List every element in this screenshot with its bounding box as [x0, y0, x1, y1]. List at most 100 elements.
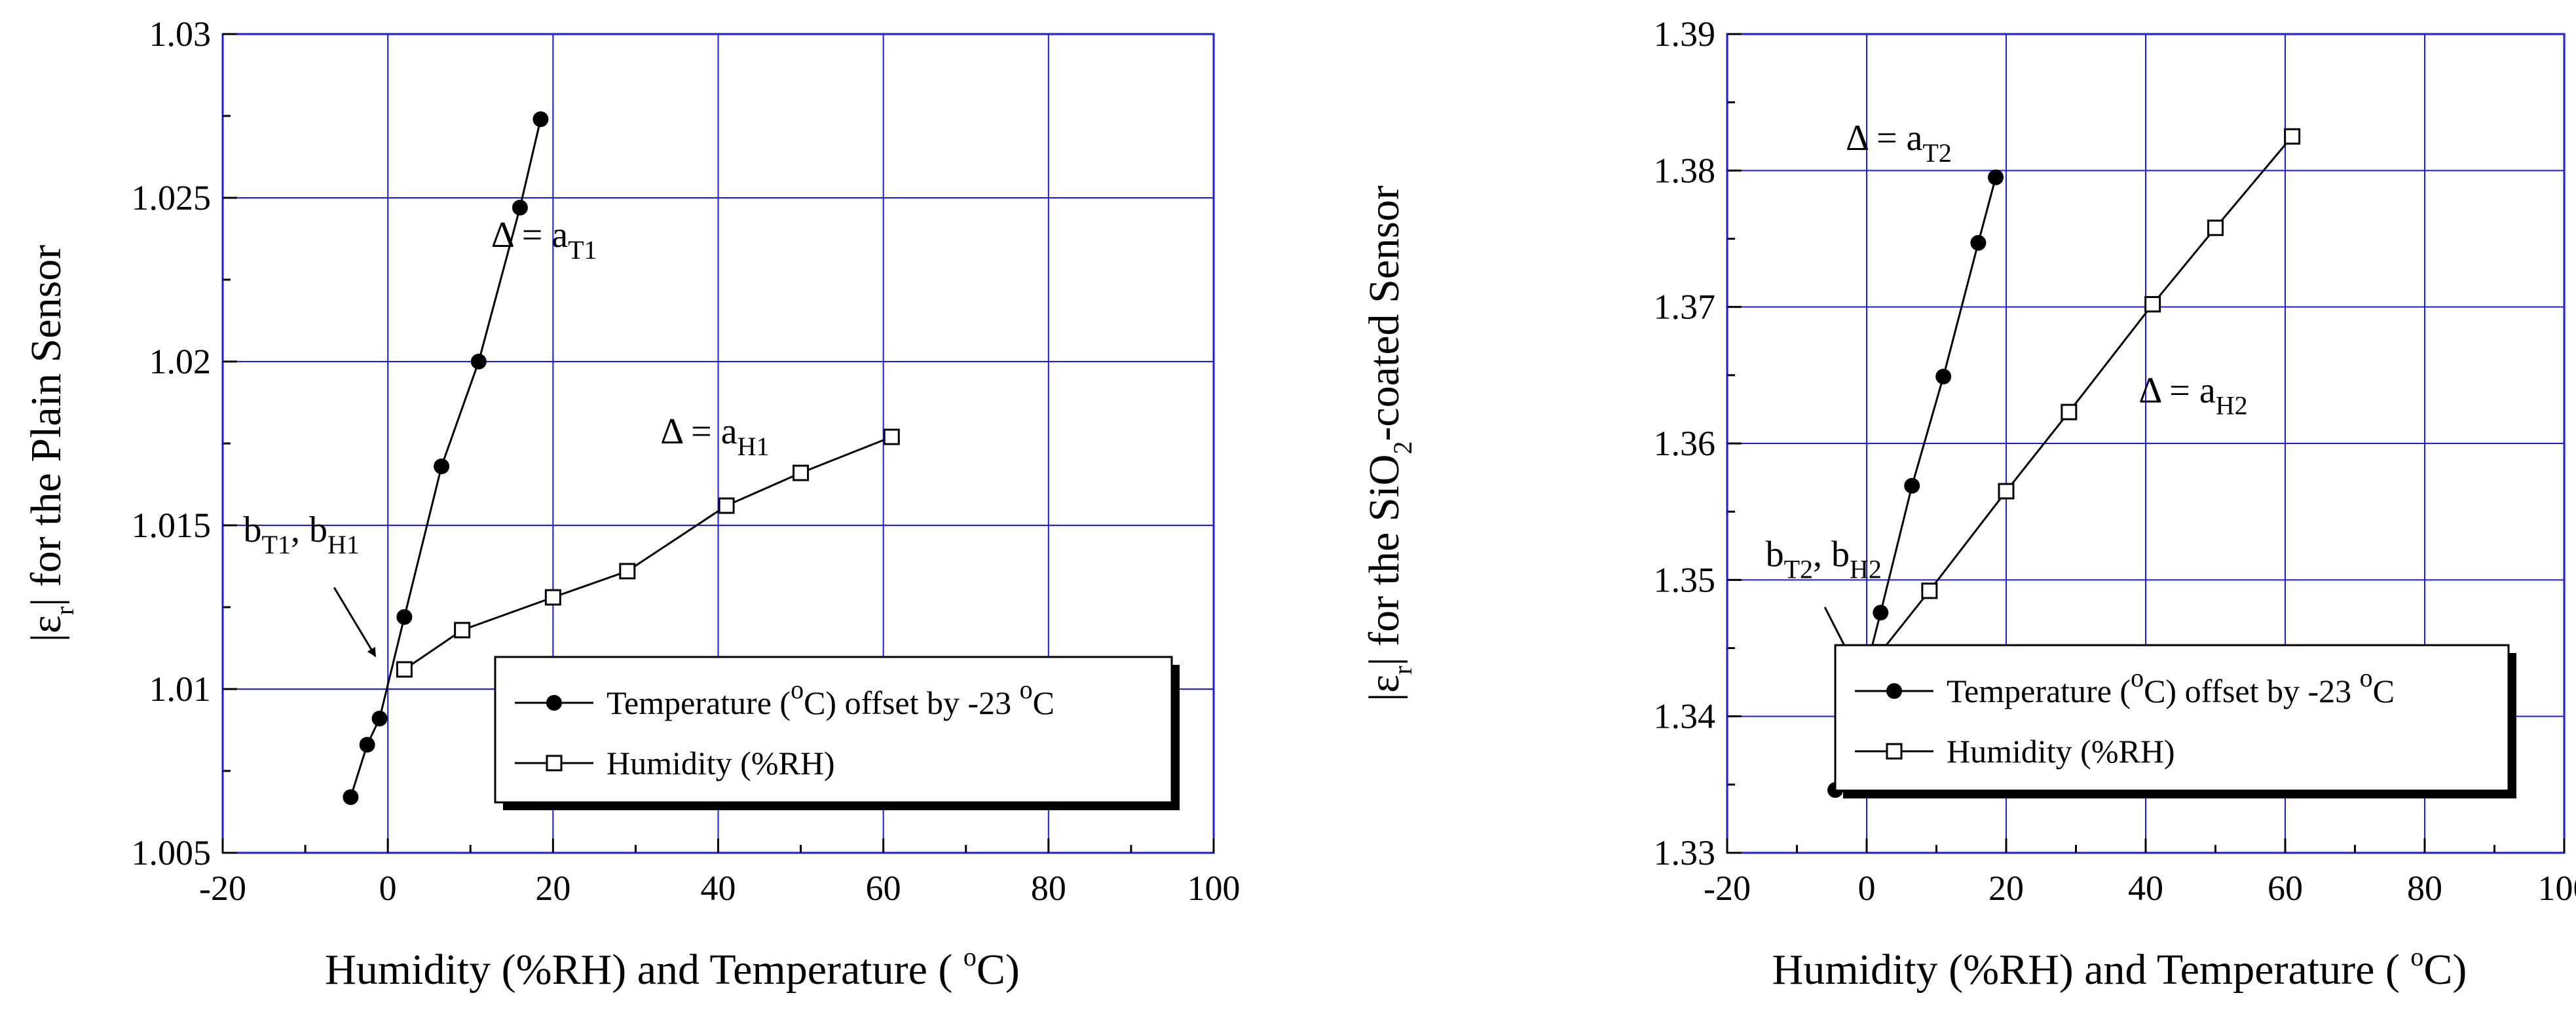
data-point-circle: [1988, 169, 2004, 185]
legend-degree-superscript: o: [2131, 663, 2144, 692]
x-tick-label: -20: [199, 869, 246, 908]
x-tick-label: 60: [866, 869, 901, 908]
legend-marker-square: [1886, 743, 1903, 760]
y-tick-label: 1.36: [1654, 424, 1716, 463]
y-axis-label-part: -coated Sensor: [1360, 185, 1408, 441]
legend-degree-superscript: o: [791, 675, 804, 704]
x-axis-label: Humidity (%RH) and Temperature ( oC): [1772, 942, 2467, 994]
y-tick-label: 1.39: [1654, 14, 1716, 54]
annotation-text: b: [1766, 534, 1784, 575]
legend: Temperature (oC) offset by -23 oCHumidit…: [1834, 644, 2516, 798]
x-axis-label-unit: C): [2423, 946, 2467, 994]
degree-superscript: o: [2410, 942, 2423, 971]
annotation: Δ = aH1: [660, 411, 769, 461]
y-axis-label-subscript: r: [1388, 666, 1417, 675]
legend-box: [494, 656, 1173, 804]
x-tick-label: 100: [2538, 869, 2576, 908]
annotation-text: Δ = a: [491, 215, 569, 255]
data-point-circle: [359, 737, 375, 753]
annotation-subscript: T2: [1784, 555, 1813, 584]
data-point-square: [718, 497, 735, 514]
annotation: Δ = aT2: [1846, 118, 1952, 168]
legend-label-text: C: [2373, 673, 2395, 709]
data-point-square: [793, 464, 810, 481]
x-tick-label: 20: [1988, 869, 2024, 908]
legend-label-text: Temperature (: [1947, 673, 2131, 709]
annotation: Δ = aH2: [2138, 371, 2247, 421]
legend-label-text: C) offset by -23: [2144, 673, 2360, 709]
x-axis-label-text: Humidity (%RH) and Temperature (: [1772, 946, 2411, 994]
data-point-circle: [470, 354, 487, 369]
y-tick-label: 1.35: [1654, 560, 1716, 599]
y-axis-label-part: |ε: [22, 615, 70, 642]
annotation-text: Δ = a: [2138, 371, 2216, 411]
annotation-text: Δ = a: [660, 411, 737, 452]
legend-marker-square: [546, 755, 563, 772]
annotation: bT2, bH2: [1766, 534, 1882, 584]
y-axis-label-part: | for the SiO: [1360, 455, 1408, 666]
legend-label: Humidity (%RH): [607, 745, 835, 781]
data-point-circle: [434, 458, 450, 474]
y-tick-label: 1.015: [132, 506, 212, 545]
legend-box: [1834, 644, 2510, 792]
y-tick-label: 1.38: [1654, 151, 1716, 190]
data-point-square: [619, 563, 636, 580]
legend-label: Humidity (%RH): [1947, 733, 2175, 770]
legend-label-text: Humidity (%RH): [1947, 733, 2175, 770]
data-point-circle: [1970, 234, 1987, 251]
data-point-circle: [396, 609, 413, 625]
data-point-square: [544, 589, 561, 606]
annotation-text: , b: [1813, 534, 1850, 575]
legend-degree-superscript: o: [2360, 663, 2373, 692]
data-point-square: [454, 622, 471, 639]
legend-marker-circle: [546, 695, 562, 711]
y-tick-label: 1.33: [1654, 833, 1716, 872]
data-point-circle: [512, 200, 528, 215]
data-point-square: [883, 428, 900, 445]
legend-label-text: Humidity (%RH): [607, 745, 835, 781]
degree-superscript: o: [963, 942, 977, 971]
data-point-circle: [371, 711, 388, 726]
annotation-subscript: H1: [737, 432, 770, 461]
x-tick-label: 40: [701, 869, 736, 908]
series-line: [403, 436, 892, 671]
x-axis-label: Humidity (%RH) and Temperature ( oC): [325, 942, 1020, 994]
y-axis-label: |εr| for the Plain Sensor: [22, 245, 79, 642]
data-point-square: [2061, 403, 2078, 421]
data-point-circle: [1873, 605, 1889, 621]
series-humidity: [1872, 128, 2301, 661]
x-tick-label: -20: [1704, 869, 1751, 908]
y-axis-label-subscript: r: [50, 607, 79, 615]
data-point-square: [1998, 483, 2015, 500]
annotation-text: , b: [291, 510, 327, 550]
legend-label: Temperature (oC) offset by -23 oC: [607, 675, 1055, 721]
data-point-square: [2207, 219, 2224, 236]
y-axis-label-subscript: 2: [1388, 441, 1417, 455]
x-tick-label: 40: [2128, 869, 2163, 908]
y-axis-label-part: |ε: [1360, 675, 1408, 702]
annotation-subscript: H1: [327, 530, 360, 559]
annotation: Δ = aT1: [491, 215, 597, 265]
legend-label-text: C) offset by -23: [804, 684, 1020, 721]
annotation-subscript: H2: [2216, 391, 2248, 421]
y-axis-label-part: | for the Plain Sensor: [22, 245, 70, 607]
y-tick-label: 1.01: [149, 669, 212, 709]
legend-label-text: Temperature (: [607, 684, 791, 721]
x-tick-label: 60: [2268, 869, 2303, 908]
legend-label: Temperature (oC) offset by -23 oC: [1947, 663, 2395, 709]
y-tick-label: 1.37: [1654, 288, 1716, 327]
annotation-subscript: T2: [1922, 138, 1951, 168]
data-point-square: [1921, 582, 1938, 599]
data-point-circle: [1904, 477, 1920, 494]
annotation-subscript: H2: [1850, 555, 1882, 584]
data-point-circle: [1935, 368, 1952, 384]
chart-sio2-coated-sensor: -20 0 20 40 60 80 100 1.33 1.34 1.35 1.36 1.37 1.38 1…: [1360, 14, 2576, 994]
data-point-square: [396, 661, 413, 678]
legend: Temperature (oC) offset by -23 oC Humidit…: [494, 656, 1180, 810]
annotation-arrow: [333, 587, 377, 658]
x-tick-label: 20: [535, 869, 570, 908]
x-axis-label-text: Humidity (%RH) and Temperature (: [325, 946, 963, 994]
x-tick-label: 0: [379, 869, 397, 908]
y-tick-label: 1.025: [132, 178, 212, 217]
